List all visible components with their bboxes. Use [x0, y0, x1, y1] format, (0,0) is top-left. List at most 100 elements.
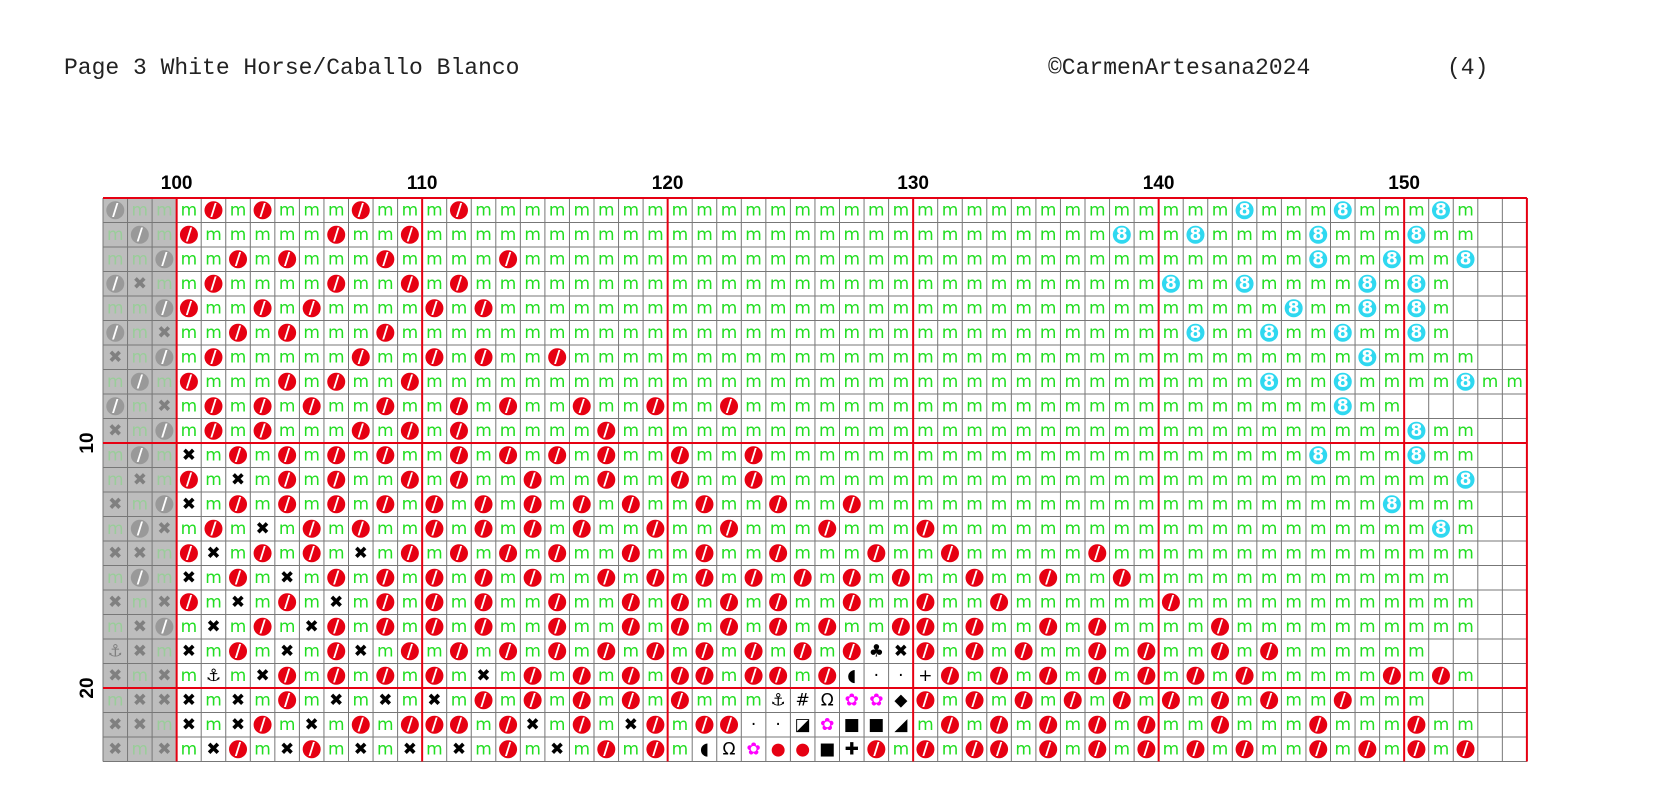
symbol-disc [302, 740, 321, 759]
cell-symbol: m [942, 225, 959, 245]
symbol-disc [229, 568, 248, 587]
cell-symbol: m [1040, 225, 1057, 245]
cell-symbol: / [284, 445, 291, 465]
cell-symbol: m [549, 274, 566, 294]
symbol-disc [1014, 691, 1033, 710]
cell-symbol: m [1359, 445, 1376, 465]
cell-symbol: m [843, 470, 860, 490]
cell-symbol: m [451, 372, 468, 392]
cell-symbol: m [1236, 372, 1253, 392]
cell-symbol: m [696, 396, 713, 416]
cell-symbol: m [770, 274, 787, 294]
cell-symbol: m [1433, 249, 1450, 269]
symbol-disc [695, 568, 714, 587]
cell-symbol: / [259, 543, 266, 563]
symbol-disc [327, 568, 346, 587]
cell-symbol: m [303, 421, 320, 441]
cell-symbol: m [549, 470, 566, 490]
symbol-disc [572, 495, 591, 514]
cell-symbol: m [1457, 715, 1474, 735]
cell-symbol: m [279, 200, 296, 220]
cell-symbol: m [475, 739, 492, 759]
cell-symbol: / [1462, 739, 1469, 759]
cell-symbol: m [843, 298, 860, 318]
symbol-disc [1358, 274, 1377, 293]
symbol-disc [106, 323, 125, 342]
cell-symbol: / [1192, 739, 1199, 759]
cell-symbol: 8 [1411, 421, 1423, 441]
cell-symbol: / [652, 715, 659, 735]
cell-symbol: ✿ [845, 690, 859, 710]
cell-symbol: m [1359, 421, 1376, 441]
cell-symbol: m [819, 592, 836, 612]
symbol-disc [1358, 740, 1377, 759]
cell-symbol: m [524, 641, 541, 661]
cell-symbol: m [942, 421, 959, 441]
cell-symbol: / [530, 568, 537, 588]
cell-symbol: / [579, 715, 586, 735]
cell-symbol: m [819, 225, 836, 245]
cell-symbol: m [1334, 298, 1351, 318]
cell-symbol: / [726, 396, 733, 416]
cell-symbol: m [696, 225, 713, 245]
cell-symbol: m [991, 372, 1008, 392]
symbol-disc [1309, 446, 1328, 465]
cell-symbol: / [235, 641, 242, 661]
cell-symbol: m [1261, 347, 1278, 367]
cell-symbol: m [1138, 323, 1155, 343]
cell-symbol: m [1212, 519, 1229, 539]
cell-symbol: m [181, 519, 198, 539]
cell-symbol: m [1236, 396, 1253, 416]
symbol-disc [400, 470, 419, 489]
cell-symbol: m [1384, 641, 1401, 661]
cell-symbol: m [279, 519, 296, 539]
cell-symbol: m [573, 739, 590, 759]
symbol-disc [130, 446, 149, 465]
cell-symbol: m [1015, 445, 1032, 465]
cell-symbol: m [1163, 298, 1180, 318]
cell-symbol: m [1163, 347, 1180, 367]
cell-symbol: / [775, 666, 782, 686]
cell-symbol: m [1064, 543, 1081, 563]
symbol-disc [130, 568, 149, 587]
cell-symbol: m [1163, 249, 1180, 269]
cell-symbol: m [181, 347, 198, 367]
cell-symbol: ✖ [305, 617, 319, 637]
symbol-disc [474, 348, 493, 367]
cell-symbol: m [1163, 568, 1180, 588]
symbol-disc [842, 495, 861, 514]
cell-symbol: m [573, 323, 590, 343]
cell-symbol: m [524, 396, 541, 416]
cell-symbol: m [647, 543, 664, 563]
cell-symbol: m [402, 298, 419, 318]
cell-symbol: m [132, 323, 149, 343]
cell-symbol: m [1285, 347, 1302, 367]
cell-symbol: 8 [1435, 519, 1447, 539]
cell-symbol: / [382, 396, 389, 416]
cell-symbol: m [868, 617, 885, 637]
cell-symbol: m [917, 421, 934, 441]
cell-symbol: m [745, 690, 762, 710]
cell-symbol: / [947, 715, 954, 735]
cell-symbol: ✖ [182, 715, 196, 735]
cell-symbol: m [942, 274, 959, 294]
cell-symbol: m [966, 372, 983, 392]
cell-symbol: m [647, 690, 664, 710]
cell-symbol: m [1114, 715, 1131, 735]
cell-symbol: m [1334, 592, 1351, 612]
cell-symbol: m [1015, 470, 1032, 490]
cell-symbol: / [554, 445, 561, 465]
cell-symbol: m [1015, 200, 1032, 220]
cell-symbol: m [377, 372, 394, 392]
cell-symbol: m [966, 543, 983, 563]
cell-symbol: m [966, 715, 983, 735]
cell-symbol: m [1114, 200, 1131, 220]
cell-symbol: m [1285, 494, 1302, 514]
symbol-disc [327, 372, 346, 391]
cell-symbol: m [377, 200, 394, 220]
cell-symbol: m [352, 323, 369, 343]
cell-symbol: m [426, 274, 443, 294]
cell-symbol: m [1114, 666, 1131, 686]
cell-symbol: m [475, 470, 492, 490]
cell-symbol: m [573, 249, 590, 269]
